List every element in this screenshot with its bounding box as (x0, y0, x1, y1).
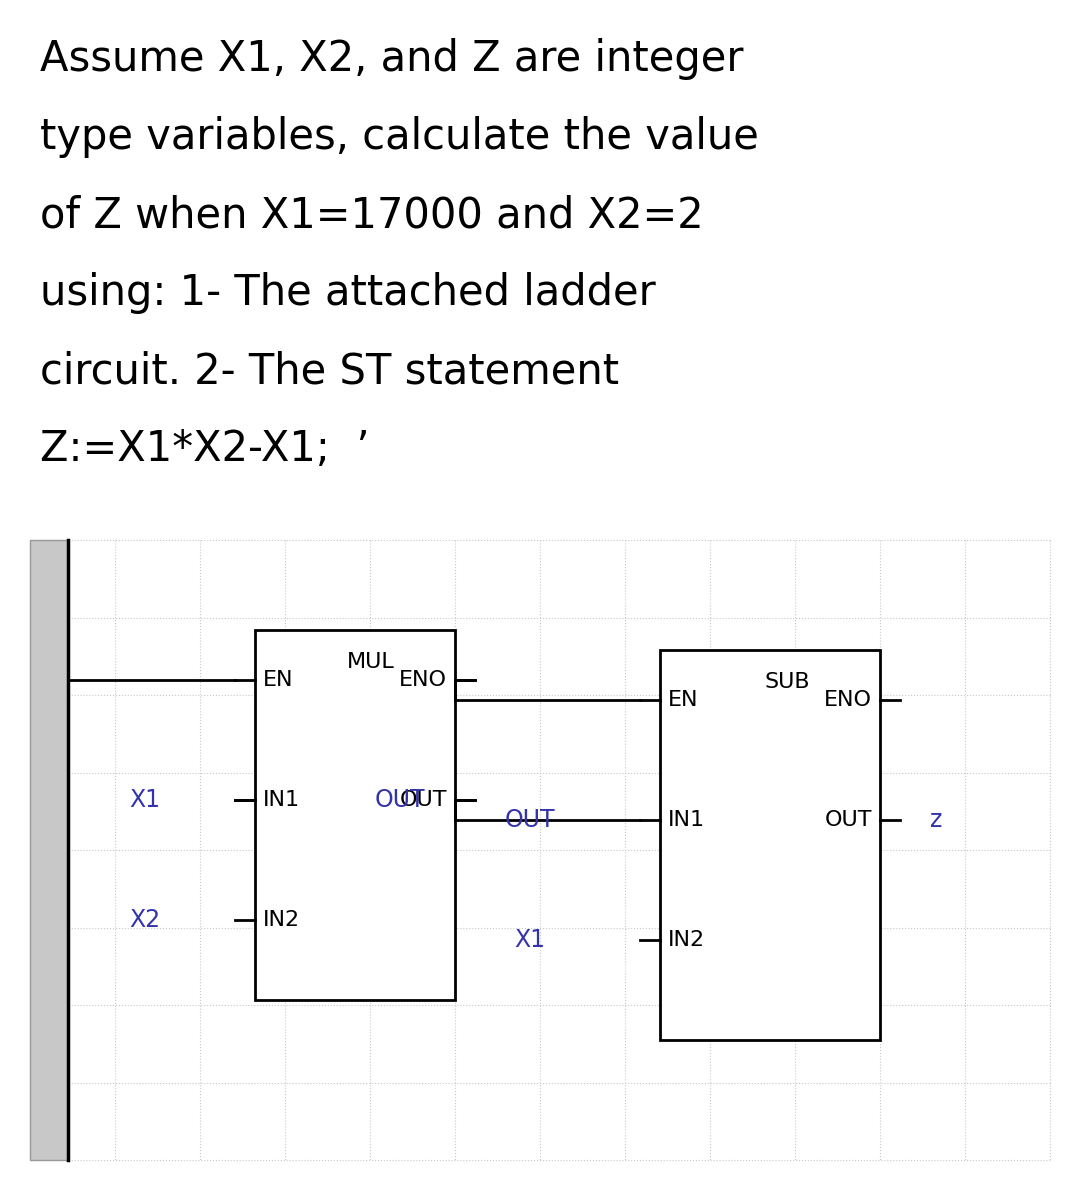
Text: MUL: MUL (347, 653, 395, 672)
Text: ENO: ENO (824, 690, 872, 710)
Text: z: z (930, 808, 943, 832)
Text: Assume X1, X2, and Z are integer: Assume X1, X2, and Z are integer (40, 38, 743, 80)
Text: IN2: IN2 (264, 910, 300, 931)
Text: OUT: OUT (375, 789, 426, 812)
Text: IN2: IN2 (669, 931, 705, 950)
Text: X2: X2 (130, 908, 161, 932)
Text: of Z when X1=17000 and X2=2: of Z when X1=17000 and X2=2 (40, 194, 704, 236)
Text: OUT: OUT (400, 790, 447, 810)
Text: using: 1- The attached ladder: using: 1- The attached ladder (40, 272, 656, 314)
Text: Z:=X1*X2-X1;  ʼ: Z:=X1*X2-X1; ʼ (40, 428, 369, 470)
Text: IN1: IN1 (669, 810, 705, 830)
Text: EN: EN (264, 670, 294, 690)
Text: ENO: ENO (399, 670, 447, 690)
Text: type variables, calculate the value: type variables, calculate the value (40, 116, 759, 157)
Text: EN: EN (669, 690, 699, 710)
Bar (660, 650, 880, 1040)
Text: X1: X1 (130, 789, 161, 812)
Text: OUT: OUT (824, 810, 872, 830)
Text: X1: X1 (514, 928, 545, 952)
Text: circuit. 2- The ST statement: circuit. 2- The ST statement (40, 350, 619, 392)
Bar (30, 540, 68, 1160)
Text: OUT: OUT (504, 808, 555, 832)
Bar (255, 630, 455, 1000)
Text: SUB: SUB (765, 672, 810, 692)
Text: IN1: IN1 (264, 790, 300, 810)
